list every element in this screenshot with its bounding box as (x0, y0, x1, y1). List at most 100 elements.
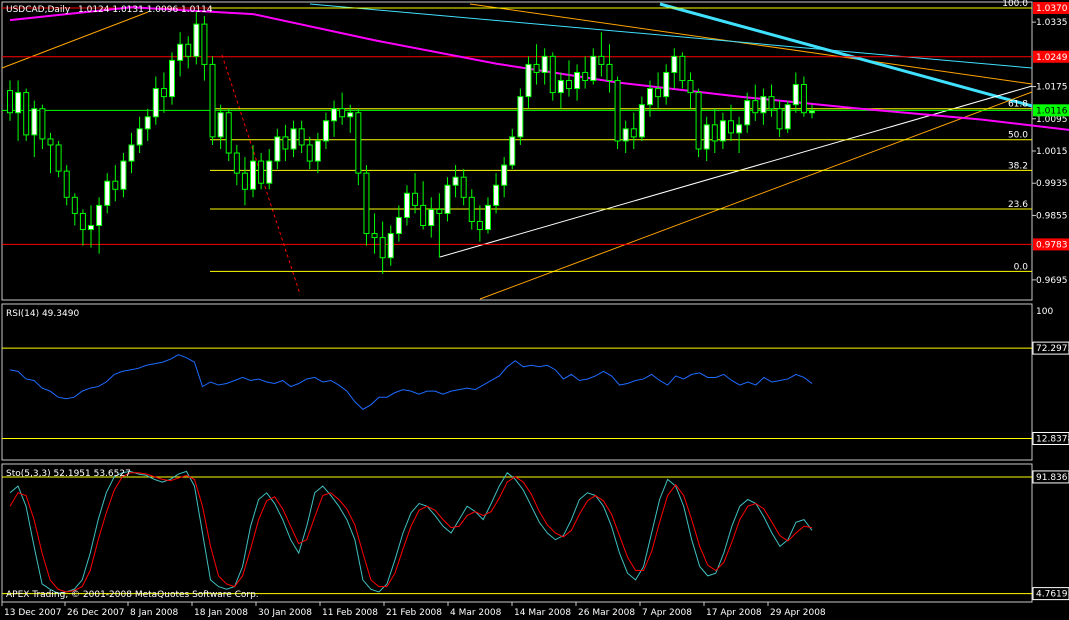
rsi-title: RSI(14) 49.3490 (6, 309, 79, 319)
x-tick-label: 8 Jan 2008 (130, 608, 178, 618)
price-tag (1033, 238, 1069, 251)
bull-candle (250, 160, 257, 190)
bull-candle (663, 71, 670, 98)
bull-candle (719, 120, 726, 142)
bull-candle (784, 104, 791, 130)
bear-candle (606, 63, 613, 82)
x-tick-label: 7 Apr 2008 (642, 608, 692, 618)
bear-candle (655, 88, 662, 98)
symbol-label: USDCAD,Daily (6, 5, 71, 15)
ohlc-label: 1.0124 1.0131 1.0096 1.0114 (78, 5, 213, 15)
bear-candle (225, 112, 232, 154)
bear-candle (630, 128, 637, 138)
bull-candle (266, 160, 273, 184)
bear-candle (55, 144, 62, 172)
bear-candle (282, 136, 289, 150)
bear-candle (7, 90, 13, 114)
bull-candle (395, 216, 402, 235)
y-tick-label: 0.9935 (1036, 179, 1068, 189)
x-tick-label: 13 Dec 2007 (4, 608, 62, 618)
stochastic-panel[interactable]: 91.8367 4.7619 (2, 470, 1069, 601)
bull-candle (428, 208, 435, 227)
bear-candle (598, 55, 605, 65)
stoch-main-line (9, 470, 813, 594)
bull-candle (31, 108, 38, 136)
bull-candle (525, 63, 532, 98)
bull-candle (638, 104, 645, 138)
bull-candle (104, 180, 111, 206)
rsi-level-label: 12.8378 (1036, 434, 1069, 444)
x-tick-label: 14 Mar 2008 (514, 608, 571, 618)
trendline-cyan-thin (309, 3, 1033, 69)
bear-candle (727, 120, 734, 134)
rsi-panel[interactable]: 100 72.2973 12.8378 (2, 307, 1069, 445)
bull-candle (169, 59, 176, 98)
bull-candle (501, 164, 508, 186)
bear-candle (565, 80, 572, 90)
bull-candle (290, 128, 297, 150)
price-tag-label: 1.0249 (1036, 53, 1068, 63)
bull-candle (509, 136, 516, 166)
bear-candle (185, 43, 192, 57)
bear-candle (79, 212, 86, 231)
y-tick-label: 0.9695 (1036, 276, 1068, 286)
rsi-panel-border (1, 303, 1033, 461)
bear-candle (460, 176, 467, 198)
x-tick-label: 4 Mar 2008 (450, 608, 502, 618)
bull-candle (792, 84, 799, 106)
bull-candle (484, 204, 491, 231)
bull-candle (557, 80, 564, 94)
bull-candle (444, 184, 451, 214)
bear-candle (695, 92, 702, 150)
bull-candle (387, 233, 394, 259)
bear-candle (614, 80, 621, 142)
trendline-cyan-thick (659, 2, 1033, 108)
bear-candle (201, 23, 208, 65)
trendline-white (439, 85, 1033, 258)
bear-candle (752, 100, 759, 114)
stoch-level-tag (1032, 587, 1069, 601)
x-tick-label: 29 Apr 2008 (770, 608, 826, 618)
bear-candle (468, 196, 475, 222)
moving-average-line (9, 6, 1069, 131)
stoch-level-label: 91.8367 (1036, 473, 1069, 483)
bear-candle (776, 108, 783, 130)
bear-candle (436, 208, 443, 214)
rsi-level-label: 72.2973 (1036, 344, 1069, 354)
y-tick-label: 1.0015 (1036, 147, 1068, 157)
y-tick-label: 0.9855 (1036, 211, 1068, 221)
main-price-panel[interactable]: 1.0335 1.0175 1.0095 1.0015 0.9935 0.9855 0.96… (1, 0, 1069, 300)
bull-candle (274, 136, 281, 162)
x-tick-label: 26 Dec 2007 (67, 608, 125, 618)
x-tick-label: 11 Feb 2008 (322, 608, 378, 618)
bear-candle (711, 124, 718, 142)
bull-candle (331, 108, 338, 122)
bull-candle (136, 128, 143, 146)
bull-candle (493, 184, 500, 206)
fib-level-label: 38.2 (1008, 161, 1028, 171)
bear-candle (363, 172, 370, 235)
bull-candle (96, 204, 103, 227)
x-tick-label: 18 Jan 2008 (194, 608, 248, 618)
x-tick-label: 26 Mar 2008 (578, 608, 635, 618)
price-tag-label: 0.9783 (1036, 240, 1068, 250)
bull-candle (622, 128, 629, 142)
bear-candle (71, 196, 78, 214)
rsi-line (9, 354, 813, 410)
bull-candle (744, 100, 751, 126)
rsi-level-tag (1032, 431, 1069, 445)
price-tag-label: 1.0370 (1036, 4, 1068, 14)
stoch-level-tag (1032, 470, 1069, 484)
trendline-orange-upper (469, 3, 1033, 85)
bull-candle (541, 55, 548, 73)
watermark: APEX Trading, © 2001-2008 MetaQuotes Sof… (6, 590, 259, 600)
bull-candle (314, 140, 321, 162)
current-price-tag (1033, 104, 1069, 117)
x-tick-label: 21 Feb 2008 (386, 608, 442, 618)
rsi-tick-label: 100 (1036, 307, 1053, 317)
fib-level-label: 61.8 (1008, 100, 1028, 110)
bear-candle (533, 63, 540, 73)
bull-candle (120, 160, 127, 190)
bear-candle (298, 128, 305, 146)
